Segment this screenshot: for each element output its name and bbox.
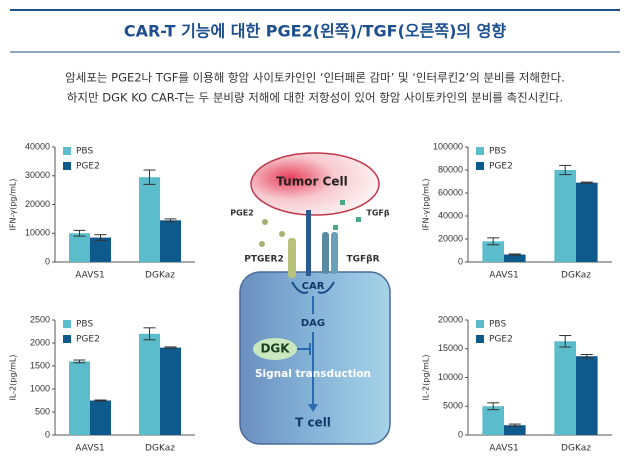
y-tick-label: 10000 [25, 228, 50, 238]
label: TGFβR [346, 255, 379, 265]
bar [504, 425, 526, 435]
y-tick-label: 40000 [25, 141, 50, 151]
x-tick-label: DGKaz [145, 271, 175, 281]
y-tick-label: 20000 [438, 233, 463, 243]
label: PTGER2 [244, 255, 283, 265]
y-tick-label: 10000 [438, 372, 463, 382]
tumor-cell [250, 152, 380, 216]
legend-swatch [476, 335, 484, 343]
text-line: 암세포는 PGE2나 TGF를 이용해 항암 사이토카인인 ‘인터페론 감마’ … [65, 71, 565, 85]
receptor [288, 238, 296, 278]
bar [504, 254, 526, 262]
legend-swatch [63, 320, 71, 328]
legend-swatch [63, 147, 71, 155]
label: Tumor Cell [276, 175, 347, 189]
label: PGE2 [230, 209, 253, 218]
bar [554, 341, 576, 435]
bar [482, 241, 504, 262]
legend-swatch [63, 335, 71, 343]
y-tick-label: 1000 [30, 383, 50, 393]
bar [160, 220, 181, 262]
bar [160, 347, 181, 435]
x-tick-label: AAVS1 [489, 444, 519, 454]
y-tick-label: 20000 [438, 314, 463, 324]
legend-label: PGE2 [489, 162, 513, 172]
legend-swatch [476, 147, 484, 155]
y-axis-label: IL-2(pg/mL) [422, 355, 431, 401]
bar [482, 406, 504, 435]
x-tick-label: DGKaz [561, 271, 591, 281]
y-tick-label: 40000 [438, 210, 463, 220]
y-tick-label: 30000 [25, 170, 50, 180]
bar [139, 177, 160, 262]
x-tick-label: AAVS1 [75, 444, 105, 454]
x-tick-label: DGKaz [145, 444, 175, 454]
bar [90, 400, 111, 435]
y-axis-label: IFN-γ(pg/mL) [9, 179, 18, 231]
y-tick-label: 0 [45, 256, 50, 266]
y-tick-label: 15000 [438, 343, 463, 353]
legend-swatch [476, 162, 484, 170]
label: TGFβ [366, 209, 389, 218]
label: CAR [302, 281, 325, 292]
title: CAR-T 기능에 대한 PGE2(왼쪽)/TGF(오른쪽)의 영향 [124, 22, 507, 41]
y-tick-label: 500 [35, 406, 50, 416]
t-cell [239, 271, 391, 445]
bar [139, 333, 160, 435]
y-tick-label: 0 [458, 429, 463, 439]
bar [554, 170, 576, 262]
diagram: Tumor Cell PGE2 TGFβ PTGER2 TGFβR CAR DA… [230, 152, 391, 445]
legend-label: PBS [76, 320, 93, 330]
y-axis-label: IFN-γ(pg/mL) [422, 179, 431, 231]
y-tick-label: 0 [458, 256, 463, 266]
label: Signal transduction [255, 368, 371, 380]
bar [576, 182, 598, 262]
y-tick-label: 2500 [30, 314, 50, 324]
bar [69, 233, 90, 262]
legend-swatch [63, 162, 71, 170]
y-tick-label: 2000 [30, 337, 50, 347]
y-tick-label: 20000 [25, 199, 50, 209]
legend-swatch [476, 320, 484, 328]
label: DGK [260, 342, 290, 356]
text-line: 하지만 DGK KO CAR-T는 두 분비량 저해에 대한 저항성이 있어 항… [67, 91, 563, 105]
label: DAG [301, 318, 325, 329]
y-tick-label: 0 [45, 429, 50, 439]
label: T cell [295, 416, 331, 430]
y-tick-label: 60000 [438, 187, 463, 197]
legend-label: PBS [489, 320, 506, 330]
legend-label: PBS [489, 147, 506, 157]
legend-label: PGE2 [489, 335, 513, 345]
dgk-bubble [253, 338, 297, 360]
x-tick-label: AAVS1 [75, 271, 105, 281]
bar [576, 356, 598, 435]
y-tick-label: 5000 [443, 401, 463, 411]
y-axis-label: IL-2(pg/mL) [9, 355, 18, 401]
bar [90, 237, 111, 262]
bar [69, 361, 90, 435]
y-tick-label: 80000 [438, 164, 463, 174]
x-tick-label: DGKaz [561, 444, 591, 454]
legend-label: PGE2 [76, 162, 100, 172]
x-tick-label: AAVS1 [489, 271, 519, 281]
y-tick-label: 1500 [30, 360, 50, 370]
legend-label: PBS [76, 147, 93, 157]
legend-label: PGE2 [76, 335, 100, 345]
y-tick-label: 100000 [433, 141, 463, 151]
